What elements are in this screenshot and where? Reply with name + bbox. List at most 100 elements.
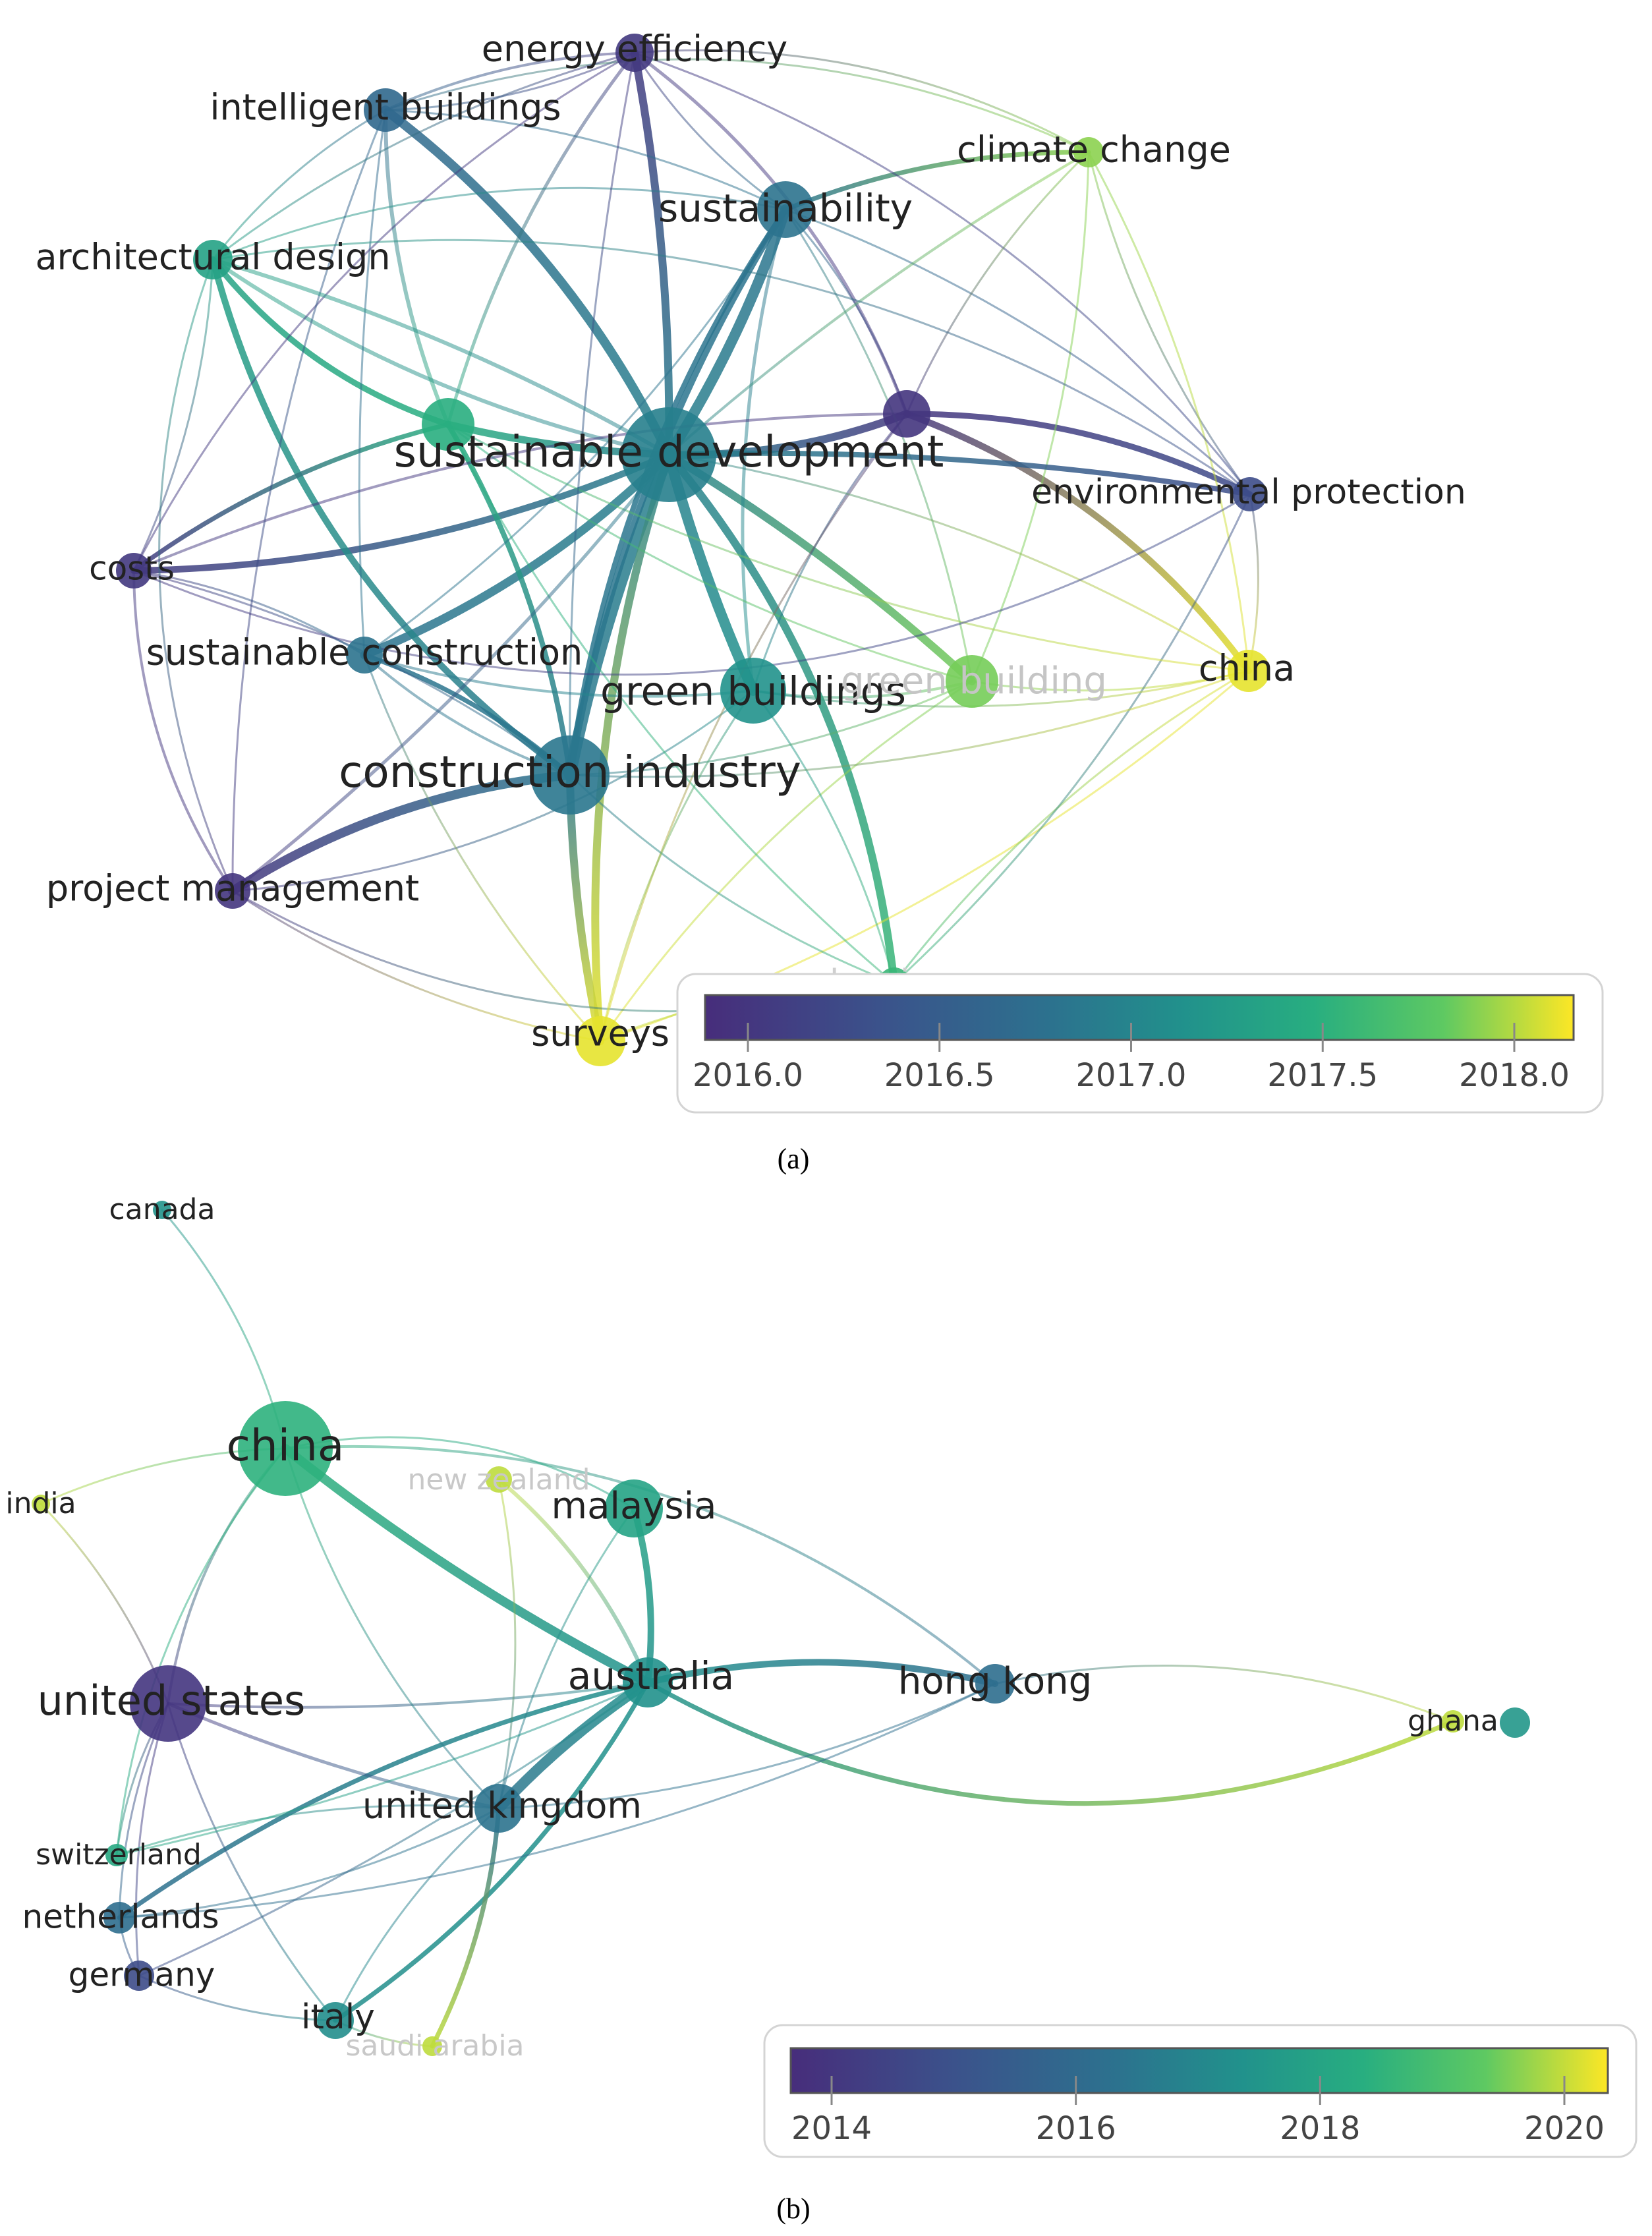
edge-su-cc [783,150,1091,212]
label-uk: united kingdom [362,1785,642,1827]
edge-ad-gn [210,256,451,428]
node-sd[interactable] [621,407,716,502]
label-gb2: green building [841,660,1107,702]
legend-tick-label: 2018 [1280,2110,1360,2147]
edge-china-australia [281,1444,652,1687]
node-india[interactable] [32,1495,50,1513]
node-ghana[interactable] [1442,1710,1464,1733]
panel-a-network: sustainable development energy efficiency… [35,28,1604,1114]
edge-ba-gb [752,689,896,985]
node-germany[interactable] [124,1961,154,1991]
node-ch[interactable] [1228,650,1270,692]
edge-hk-ghana [994,1664,1454,1723]
label-ci: construction industry [339,747,801,797]
label-australia: australia [568,1653,734,1698]
edge-sd-ba [665,451,898,987]
edge-gn-ba [447,423,896,985]
edge-pu-cc [905,151,1090,415]
node-ghana2[interactable] [1500,1707,1530,1738]
edge-ib-gn [383,108,450,426]
node-cc[interactable] [1073,137,1104,167]
edge-ib-sc [358,109,387,656]
label-nz: new zealand [407,1463,590,1497]
label-ghana: ghana [1408,1704,1498,1738]
edge-co-ep [132,493,1251,676]
edge-china-hk [284,1445,996,1685]
node-hk[interactable] [975,1664,1015,1704]
node-sc[interactable] [346,637,383,674]
legend-tick-label: 2016 [1036,2110,1116,2147]
panel-b-nodes [32,1201,1530,2056]
edge-pu-sv [599,413,908,1043]
panel-b-legend: 2014 2016 2018 2020 [763,2024,1638,2158]
node-pu[interactable] [883,390,930,438]
node-canada[interactable] [153,1201,171,1219]
edge-pu-co [132,413,908,572]
label-cc: climate change [957,129,1231,171]
edge-pu-ch [903,411,1252,674]
node-italy[interactable] [317,2002,354,2039]
node-switzerland[interactable] [105,1844,128,1866]
edge-sd-gb2 [665,451,976,685]
legend-tick-label: 2016.0 [693,1057,803,1094]
node-su[interactable] [757,181,814,238]
panel-a-labels: sustainable development energy efficiency… [35,28,1466,1054]
node-uk[interactable] [474,1784,523,1833]
legend-tick-label: 2014 [791,2110,872,2147]
edge-sd-ib [381,105,673,459]
node-gb[interactable] [720,658,786,724]
node-gb2[interactable] [946,655,998,708]
label-malaysia: malaysia [552,1485,717,1528]
edge-china-malaysia [284,1436,635,1510]
edge-australia-italy [333,1680,650,2023]
edge-ee-ib [384,51,636,111]
panel-b-edges [40,1209,1456,2049]
node-ib[interactable] [364,88,407,132]
node-sv[interactable] [575,1016,625,1066]
edge-cc-ch [1087,151,1250,672]
edge-ep-ba [893,493,1251,985]
node-gn[interactable] [422,398,474,451]
edge-germany-italy [138,1974,337,2022]
node-netherlands[interactable] [103,1902,135,1934]
label-china: china [227,1420,345,1471]
panel-a-caption: (a) [777,1143,810,1175]
edge-sd-pm [231,453,671,893]
node-co[interactable] [116,553,152,588]
edge-ci-ad [210,256,573,778]
edge-australia-hk [644,1659,998,1687]
node-china[interactable] [238,1401,333,1496]
label-india: india [5,1487,76,1520]
edge-australia-netherlands [117,1680,650,1920]
legend-tick-label: 2017.5 [1267,1057,1378,1094]
legend-tick-label: 2016.5 [884,1057,995,1094]
node-nz[interactable] [486,1466,512,1493]
label-pm: project management [46,868,419,909]
edge-uk-us [166,1702,501,1810]
edge-ci-ch [569,670,1250,778]
edge-ad-co [132,258,214,572]
label-co: costs [89,550,175,588]
node-saudi[interactable] [422,2036,442,2056]
node-ci[interactable] [530,735,610,815]
panel-b-caption: (b) [776,2193,811,2225]
node-ee[interactable] [615,34,654,72]
node-ad[interactable] [193,240,233,279]
edge-sd-ch [668,453,1250,672]
edge-ee-ep [633,51,1251,496]
node-us[interactable] [130,1665,206,1742]
node-malaysia[interactable] [605,1479,663,1537]
edge-ad-su [212,186,787,261]
node-pm[interactable] [215,873,250,909]
edge-hk-netherlands [118,1682,996,1919]
node-australia[interactable] [623,1657,673,1707]
legend-tick-label: 2020 [1524,2110,1605,2147]
label-canada: canada [109,1193,215,1226]
label-ep: environmental protection [1031,473,1466,512]
panel-a-legend: 2016.0 2016.5 2017.0 2017.5 2018.0 [676,973,1604,1114]
node-ep[interactable] [1233,477,1267,511]
label-italy: italy [301,1997,375,2037]
